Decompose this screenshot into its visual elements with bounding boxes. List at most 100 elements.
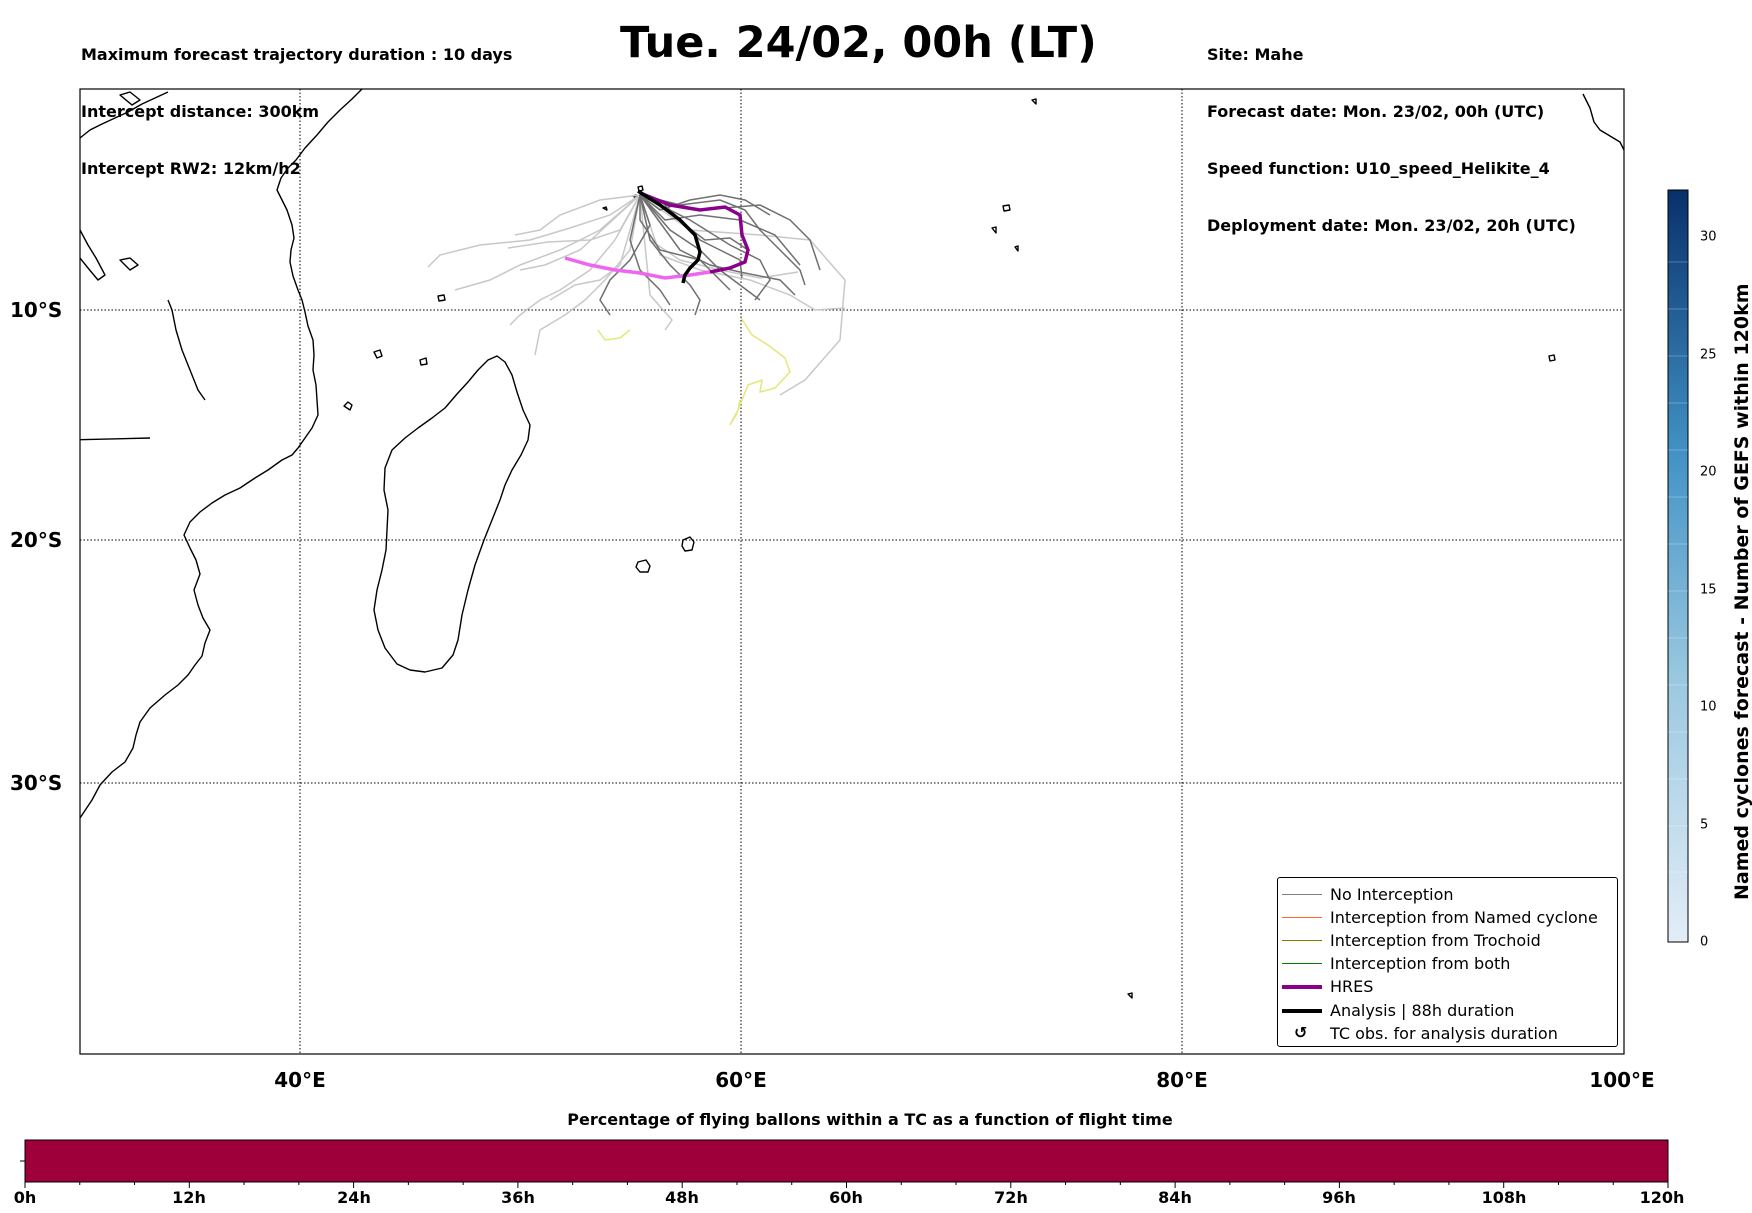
trajectory-line bbox=[639, 194, 846, 396]
trajectory-line bbox=[549, 194, 641, 301]
hbar-tick: 120h bbox=[1639, 1188, 1685, 1207]
horizontal-colorbar-title: Percentage of flying ballons within a TC… bbox=[567, 1110, 1173, 1129]
legend-label: Interception from Trochoid bbox=[1330, 931, 1541, 950]
island-b bbox=[419, 357, 428, 366]
cbar-tick: 10 bbox=[1700, 699, 1717, 715]
trajectory-line bbox=[639, 194, 846, 311]
island-k bbox=[119, 257, 139, 271]
trochoid-interception-track bbox=[597, 329, 631, 341]
hres-track bbox=[639, 191, 750, 274]
legend-swatch bbox=[1282, 894, 1322, 895]
trajectory-line bbox=[534, 194, 641, 356]
madagascar-coast bbox=[373, 355, 531, 673]
lat-label-30S: 30°S bbox=[10, 771, 63, 795]
hbar-tick: 60h bbox=[829, 1188, 863, 1207]
hbar-tick: 36h bbox=[501, 1188, 535, 1207]
island-l bbox=[80, 229, 106, 281]
max-duration-text: Maximum forecast trajectory duration : 1… bbox=[81, 45, 513, 64]
trajectory-line bbox=[639, 194, 801, 266]
trajectory-line bbox=[629, 194, 671, 306]
trajectory-line bbox=[514, 194, 641, 236]
cyclone-symbol-icon: ↺ bbox=[1294, 1023, 1308, 1042]
island-g bbox=[1548, 354, 1556, 362]
africa-coast bbox=[80, 89, 363, 819]
lon-label-60E: 60°E bbox=[715, 1068, 767, 1092]
island-j bbox=[1031, 98, 1037, 105]
legend-item-hres: HRES bbox=[1278, 975, 1617, 998]
trajectory-line bbox=[454, 194, 641, 291]
legend-item-named-cyclone: Interception from Named cyclone bbox=[1278, 906, 1617, 929]
site-text: Site: Mahe bbox=[1207, 45, 1304, 64]
cbar-tick: 30 bbox=[1700, 229, 1717, 245]
island-c bbox=[437, 294, 446, 302]
trajectories-dark bbox=[599, 194, 821, 316]
legend-label: Analysis | 88h duration bbox=[1330, 1001, 1515, 1020]
trochoid-interception-track bbox=[729, 317, 791, 426]
legend-item-analysis: Analysis | 88h duration bbox=[1278, 999, 1617, 1022]
colorbar-label: Named cyclones forecast - Number of GEFS… bbox=[1731, 283, 1752, 900]
mauritius-island bbox=[635, 559, 651, 573]
horn-coast bbox=[80, 91, 169, 139]
trajectory-line bbox=[639, 194, 771, 216]
header-right: Site: Mahe Forecast date: Mon. 23/02, 00… bbox=[1207, 7, 1576, 254]
map-legend: No Interception Interception from Named … bbox=[1277, 877, 1618, 1047]
legend-item-no-interception: No Interception bbox=[1278, 883, 1617, 906]
speed-function-text: Speed function: U10_speed_Helikite_4 bbox=[1207, 159, 1550, 178]
hbar-tick: 84h bbox=[1158, 1188, 1192, 1207]
island-d bbox=[1002, 204, 1011, 212]
forecast-date-text: Forecast date: Mon. 23/02, 00h (UTC) bbox=[1207, 102, 1545, 121]
trajectory-line bbox=[519, 194, 641, 271]
island-e bbox=[991, 226, 997, 234]
legend-label: Interception from Named cyclone bbox=[1330, 908, 1598, 927]
island-h bbox=[1127, 992, 1133, 999]
lon-label-100E: 100°E bbox=[1589, 1068, 1655, 1092]
hbar-tick: 12h bbox=[172, 1188, 206, 1207]
island-i bbox=[1582, 93, 1624, 151]
lon-label-80E: 80°E bbox=[1156, 1068, 1208, 1092]
intercept-rw2-text: Intercept RW2: 12km/h2 bbox=[81, 159, 301, 178]
legend-label: Interception from both bbox=[1330, 954, 1511, 973]
trajectory-line bbox=[639, 194, 761, 301]
hbar-tick: 0h bbox=[13, 1188, 37, 1207]
lat-label-20S: 20°S bbox=[10, 528, 63, 552]
legend-swatch bbox=[1282, 985, 1322, 989]
trajectory-line bbox=[507, 194, 641, 249]
cbar-tick: 15 bbox=[1700, 582, 1717, 598]
coastlines bbox=[80, 89, 1624, 999]
legend-label: TC obs. for analysis duration bbox=[1330, 1024, 1558, 1043]
island-f bbox=[1014, 245, 1019, 252]
island-n bbox=[167, 299, 206, 401]
hres-track-tail bbox=[564, 256, 711, 280]
island-m bbox=[80, 437, 151, 441]
legend-swatch bbox=[1282, 917, 1322, 918]
lat-label-10S: 10°S bbox=[10, 298, 63, 322]
vertical-colorbar bbox=[1667, 189, 1689, 943]
cbar-tick: 25 bbox=[1700, 347, 1717, 363]
lon-label-40E: 40°E bbox=[274, 1068, 326, 1092]
hbar-minor-ticks bbox=[24, 1182, 1669, 1188]
header-left: Maximum forecast trajectory duration : 1… bbox=[81, 7, 512, 197]
trajectory-line bbox=[427, 194, 641, 268]
cbar-tick: 0 bbox=[1700, 934, 1709, 950]
hbar-tick: 108h bbox=[1481, 1188, 1527, 1207]
hbar-tick: 96h bbox=[1322, 1188, 1356, 1207]
legend-swatch bbox=[1282, 940, 1322, 941]
analysis-track bbox=[637, 189, 702, 284]
horizontal-colorbar bbox=[24, 1139, 1669, 1183]
comoros-island bbox=[343, 401, 353, 411]
trajectories-light bbox=[427, 194, 846, 396]
trajectory-line bbox=[639, 194, 806, 286]
legend-item-trochoid: Interception from Trochoid bbox=[1278, 929, 1617, 952]
trajectory-line bbox=[639, 195, 731, 291]
cbar-tick: 20 bbox=[1700, 464, 1717, 480]
hbar-tick: 24h bbox=[337, 1188, 371, 1207]
seychelles-3 bbox=[602, 206, 608, 211]
hbar-tick: 48h bbox=[665, 1188, 699, 1207]
trajectory-line bbox=[639, 194, 673, 331]
legend-label: No Interception bbox=[1330, 885, 1454, 904]
intercept-distance-text: Intercept distance: 300km bbox=[81, 102, 320, 121]
seychelles-1 bbox=[637, 185, 644, 192]
map-frame bbox=[79, 88, 1625, 1055]
trajectory-line bbox=[639, 194, 771, 301]
